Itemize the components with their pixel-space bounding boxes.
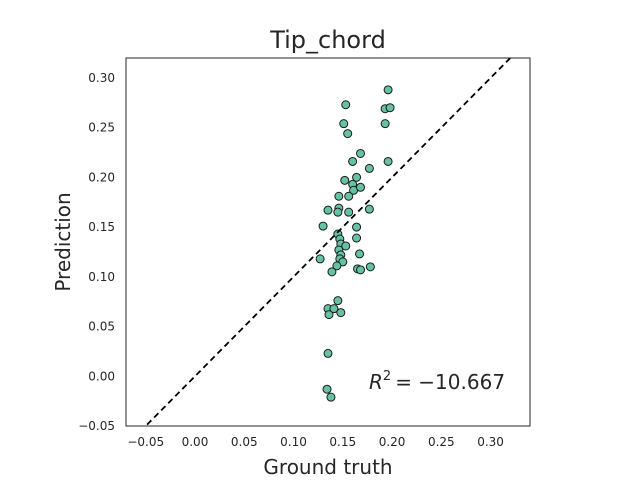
y-tick-label: 0.15 (88, 220, 115, 234)
data-point (352, 233, 362, 243)
x-tick-label: 0.15 (329, 435, 356, 449)
data-point (356, 148, 366, 158)
data-point (326, 392, 336, 402)
data-point (348, 156, 358, 166)
data-point (344, 191, 354, 201)
data-point (336, 308, 346, 318)
x-tick-label: 0.30 (477, 435, 504, 449)
x-tick-label: 0.05 (231, 435, 258, 449)
chart-title: Tip_chord (269, 26, 386, 54)
data-point (339, 119, 349, 129)
data-point (341, 241, 351, 251)
y-tick-label: 0.10 (88, 270, 115, 284)
data-point (355, 249, 365, 259)
data-point (356, 182, 366, 192)
data-point (323, 205, 333, 215)
data-point (334, 191, 344, 201)
data-point (341, 100, 351, 110)
data-point (333, 296, 343, 306)
data-point (332, 261, 342, 271)
x-tick-label: 0.10 (280, 435, 307, 449)
data-point (318, 221, 328, 231)
data-point (343, 129, 353, 139)
data-points (315, 85, 395, 402)
y-tick-label: 0.00 (88, 369, 115, 383)
data-point (383, 85, 393, 95)
x-axis-ticks: −0.05 0.00 0.05 0.10 0.15 0.20 0.25 0.30 (127, 435, 504, 449)
data-point (356, 265, 366, 275)
data-point (344, 207, 354, 217)
y-tick-label: 0.30 (88, 71, 115, 85)
data-point (365, 262, 375, 272)
data-point (352, 172, 362, 182)
data-point (364, 204, 374, 214)
y-tick-label: −0.05 (78, 419, 115, 433)
x-tick-label: 0.25 (428, 435, 455, 449)
r-squared-annotation: R2 = −10.667 (369, 369, 505, 394)
data-point (323, 348, 333, 358)
data-point (352, 222, 362, 232)
x-tick-label: 0.20 (379, 435, 406, 449)
y-axis-ticks: −0.05 0.00 0.05 0.10 0.15 0.20 0.25 0.30 (78, 71, 115, 433)
data-point (327, 267, 337, 277)
data-point (340, 175, 350, 185)
data-point (385, 103, 395, 113)
x-tick-label: −0.05 (127, 435, 164, 449)
data-point (322, 384, 332, 394)
data-point (324, 310, 334, 320)
y-tick-label: 0.20 (88, 170, 115, 184)
data-point (364, 163, 374, 173)
x-tick-label: 0.00 (182, 435, 209, 449)
y-tick-label: 0.05 (88, 320, 115, 334)
data-point (383, 156, 393, 166)
data-point (329, 304, 339, 314)
y-tick-label: 0.25 (88, 121, 115, 135)
data-point (333, 207, 343, 217)
x-axis-label: Ground truth (263, 455, 392, 479)
data-point (315, 254, 325, 264)
y-axis-label: Prediction (51, 192, 75, 291)
r-squared-exponent: 2 (383, 369, 391, 384)
plot-frame (125, 57, 531, 427)
identity-reference-line (144, 58, 512, 426)
r-squared-value: = −10.667 (395, 370, 505, 394)
data-point (380, 119, 390, 129)
r-squared-symbol: R (369, 370, 383, 394)
